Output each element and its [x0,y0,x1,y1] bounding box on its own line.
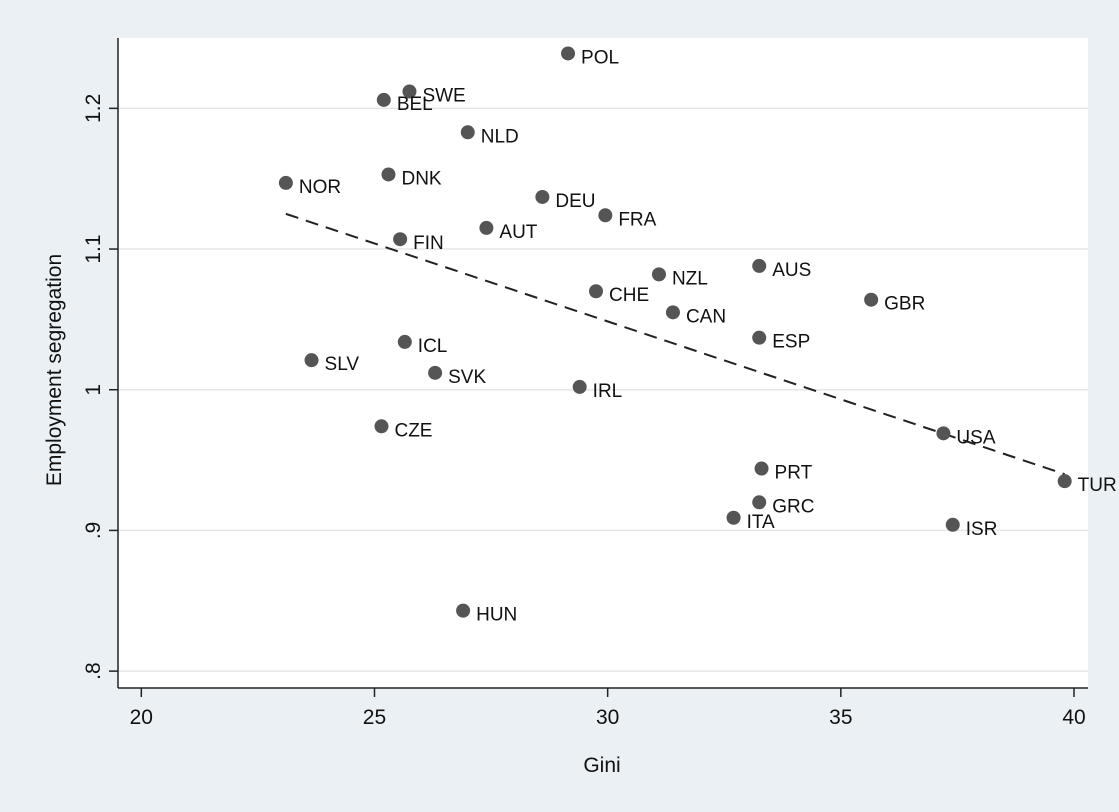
data-point [572,379,587,394]
point-label: AUS [772,260,811,281]
point-label: ICL [418,336,448,357]
data-point [428,365,443,380]
data-point [589,284,604,299]
x-tick-label: 25 [363,706,386,729]
data-point [278,175,293,190]
y-tick-label: .8 [82,662,105,680]
y-tick-label: 1.2 [82,94,105,123]
point-label: DEU [555,191,595,212]
point-label: GRC [772,496,814,517]
y-tick-label: 1 [82,384,105,396]
point-label: IRL [593,381,623,402]
point-label: SVK [448,367,486,388]
point-label: TUR [1078,475,1117,496]
data-point [726,510,741,525]
point-label: ESP [772,332,810,353]
data-point [460,125,475,140]
fit-line [285,212,1065,476]
x-axis-title: Gini [583,754,620,777]
data-point [752,258,767,273]
data-point [381,167,396,182]
point-label: HUN [476,605,517,626]
point-label: CHE [609,285,649,306]
data-point [535,189,550,204]
data-point [304,353,319,368]
point-label: NOR [299,177,341,198]
grid-lines [118,107,1088,672]
data-point [945,517,960,532]
data-point [864,292,879,307]
data-point [374,419,389,434]
point-label: NLD [481,126,519,147]
point-label: GBR [884,294,925,315]
fit-line-group [285,212,1065,476]
data-point [376,92,391,107]
point-label: SLV [325,354,360,375]
data-point [752,495,767,510]
point-label: SWE [422,85,465,106]
data-point [397,334,412,349]
point-label: FIN [413,233,444,254]
data-point [393,232,408,247]
point-label: USA [956,427,995,448]
x-tick-label: 30 [596,706,619,729]
point-label: CZE [394,420,432,441]
data-point [402,84,417,99]
point-label: POL [581,47,619,68]
data-point [1057,474,1072,489]
plot-area [118,38,1088,688]
point-label: PRT [775,463,813,484]
y-tick-label: 1.1 [82,234,105,263]
y-axis-title: Employment segregation [43,254,66,486]
x-tick-label: 35 [829,706,852,729]
data-point [752,330,767,345]
point-label: AUT [499,222,537,243]
point-label: ITA [747,512,775,533]
x-tick-label: 40 [1062,706,1085,729]
data-point [665,305,680,320]
data-point [479,220,494,235]
point-label: CAN [686,306,726,327]
point-label: DNK [401,168,441,189]
point-label: FRA [618,209,656,230]
x-tick-label: 20 [130,706,153,729]
data-point [651,267,666,282]
point-label: BEL [397,94,433,115]
data-point [936,426,951,441]
point-label: NZL [672,268,708,289]
data-point [561,46,576,61]
axes: .8 .9 1 1.1 1.2 20 25 30 35 40 [82,38,1088,729]
data-point [456,603,471,618]
data-point [754,461,769,476]
data-point [598,208,613,223]
point-label: ISR [966,519,998,540]
y-tick-label: .9 [82,522,105,540]
